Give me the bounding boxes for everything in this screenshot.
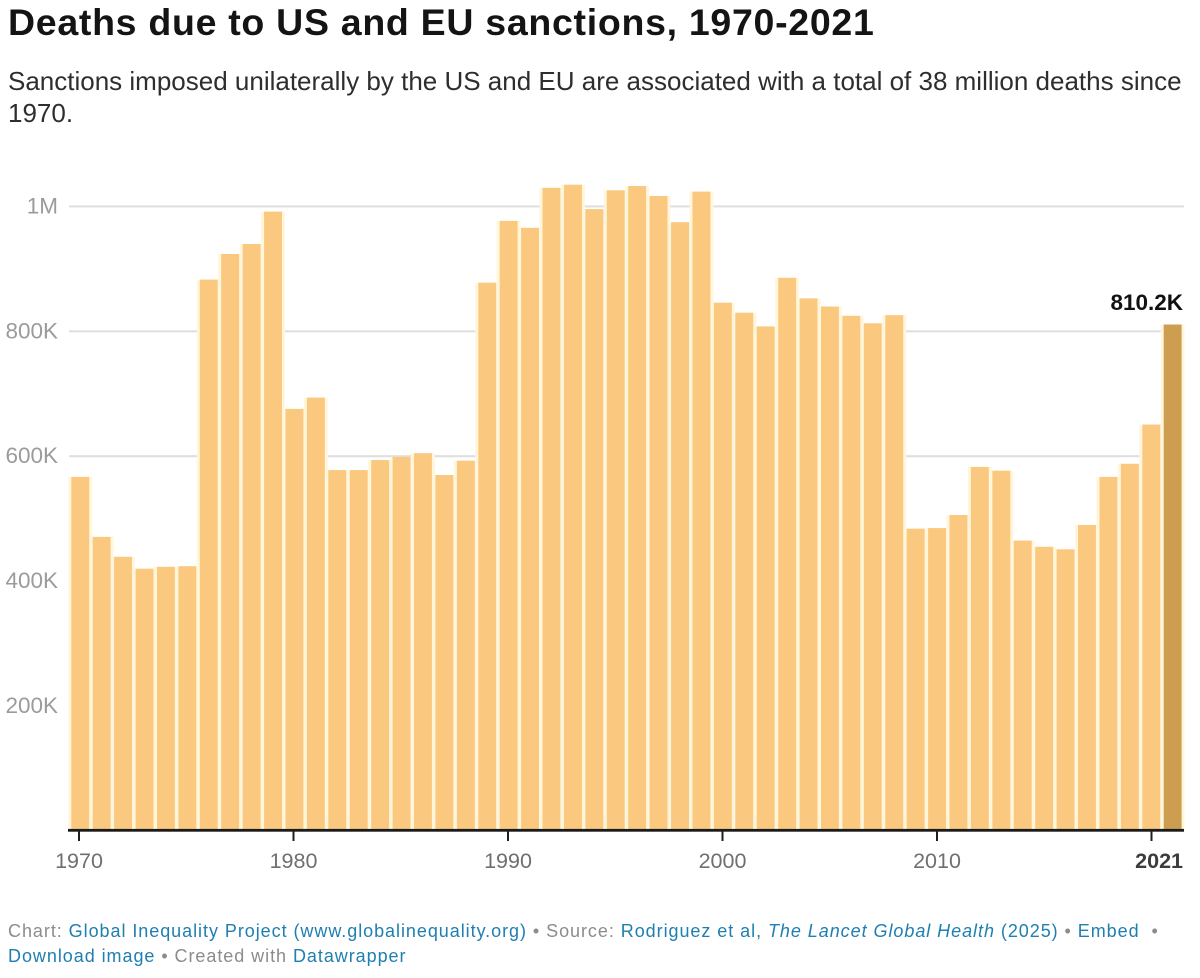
- svg-text:1970: 1970: [55, 849, 103, 873]
- svg-text:1990: 1990: [484, 849, 532, 873]
- svg-text:2021: 2021: [1135, 849, 1183, 873]
- svg-text:800K: 800K: [5, 318, 58, 343]
- svg-text:600K: 600K: [5, 443, 58, 468]
- svg-text:2000: 2000: [699, 849, 747, 873]
- svg-text:1980: 1980: [270, 849, 318, 873]
- svg-text:400K: 400K: [5, 568, 58, 593]
- svg-text:2010: 2010: [913, 849, 961, 873]
- svg-text:200K: 200K: [5, 693, 58, 718]
- svg-text:1M: 1M: [27, 193, 58, 218]
- svg-text:810.2K: 810.2K: [1110, 290, 1183, 315]
